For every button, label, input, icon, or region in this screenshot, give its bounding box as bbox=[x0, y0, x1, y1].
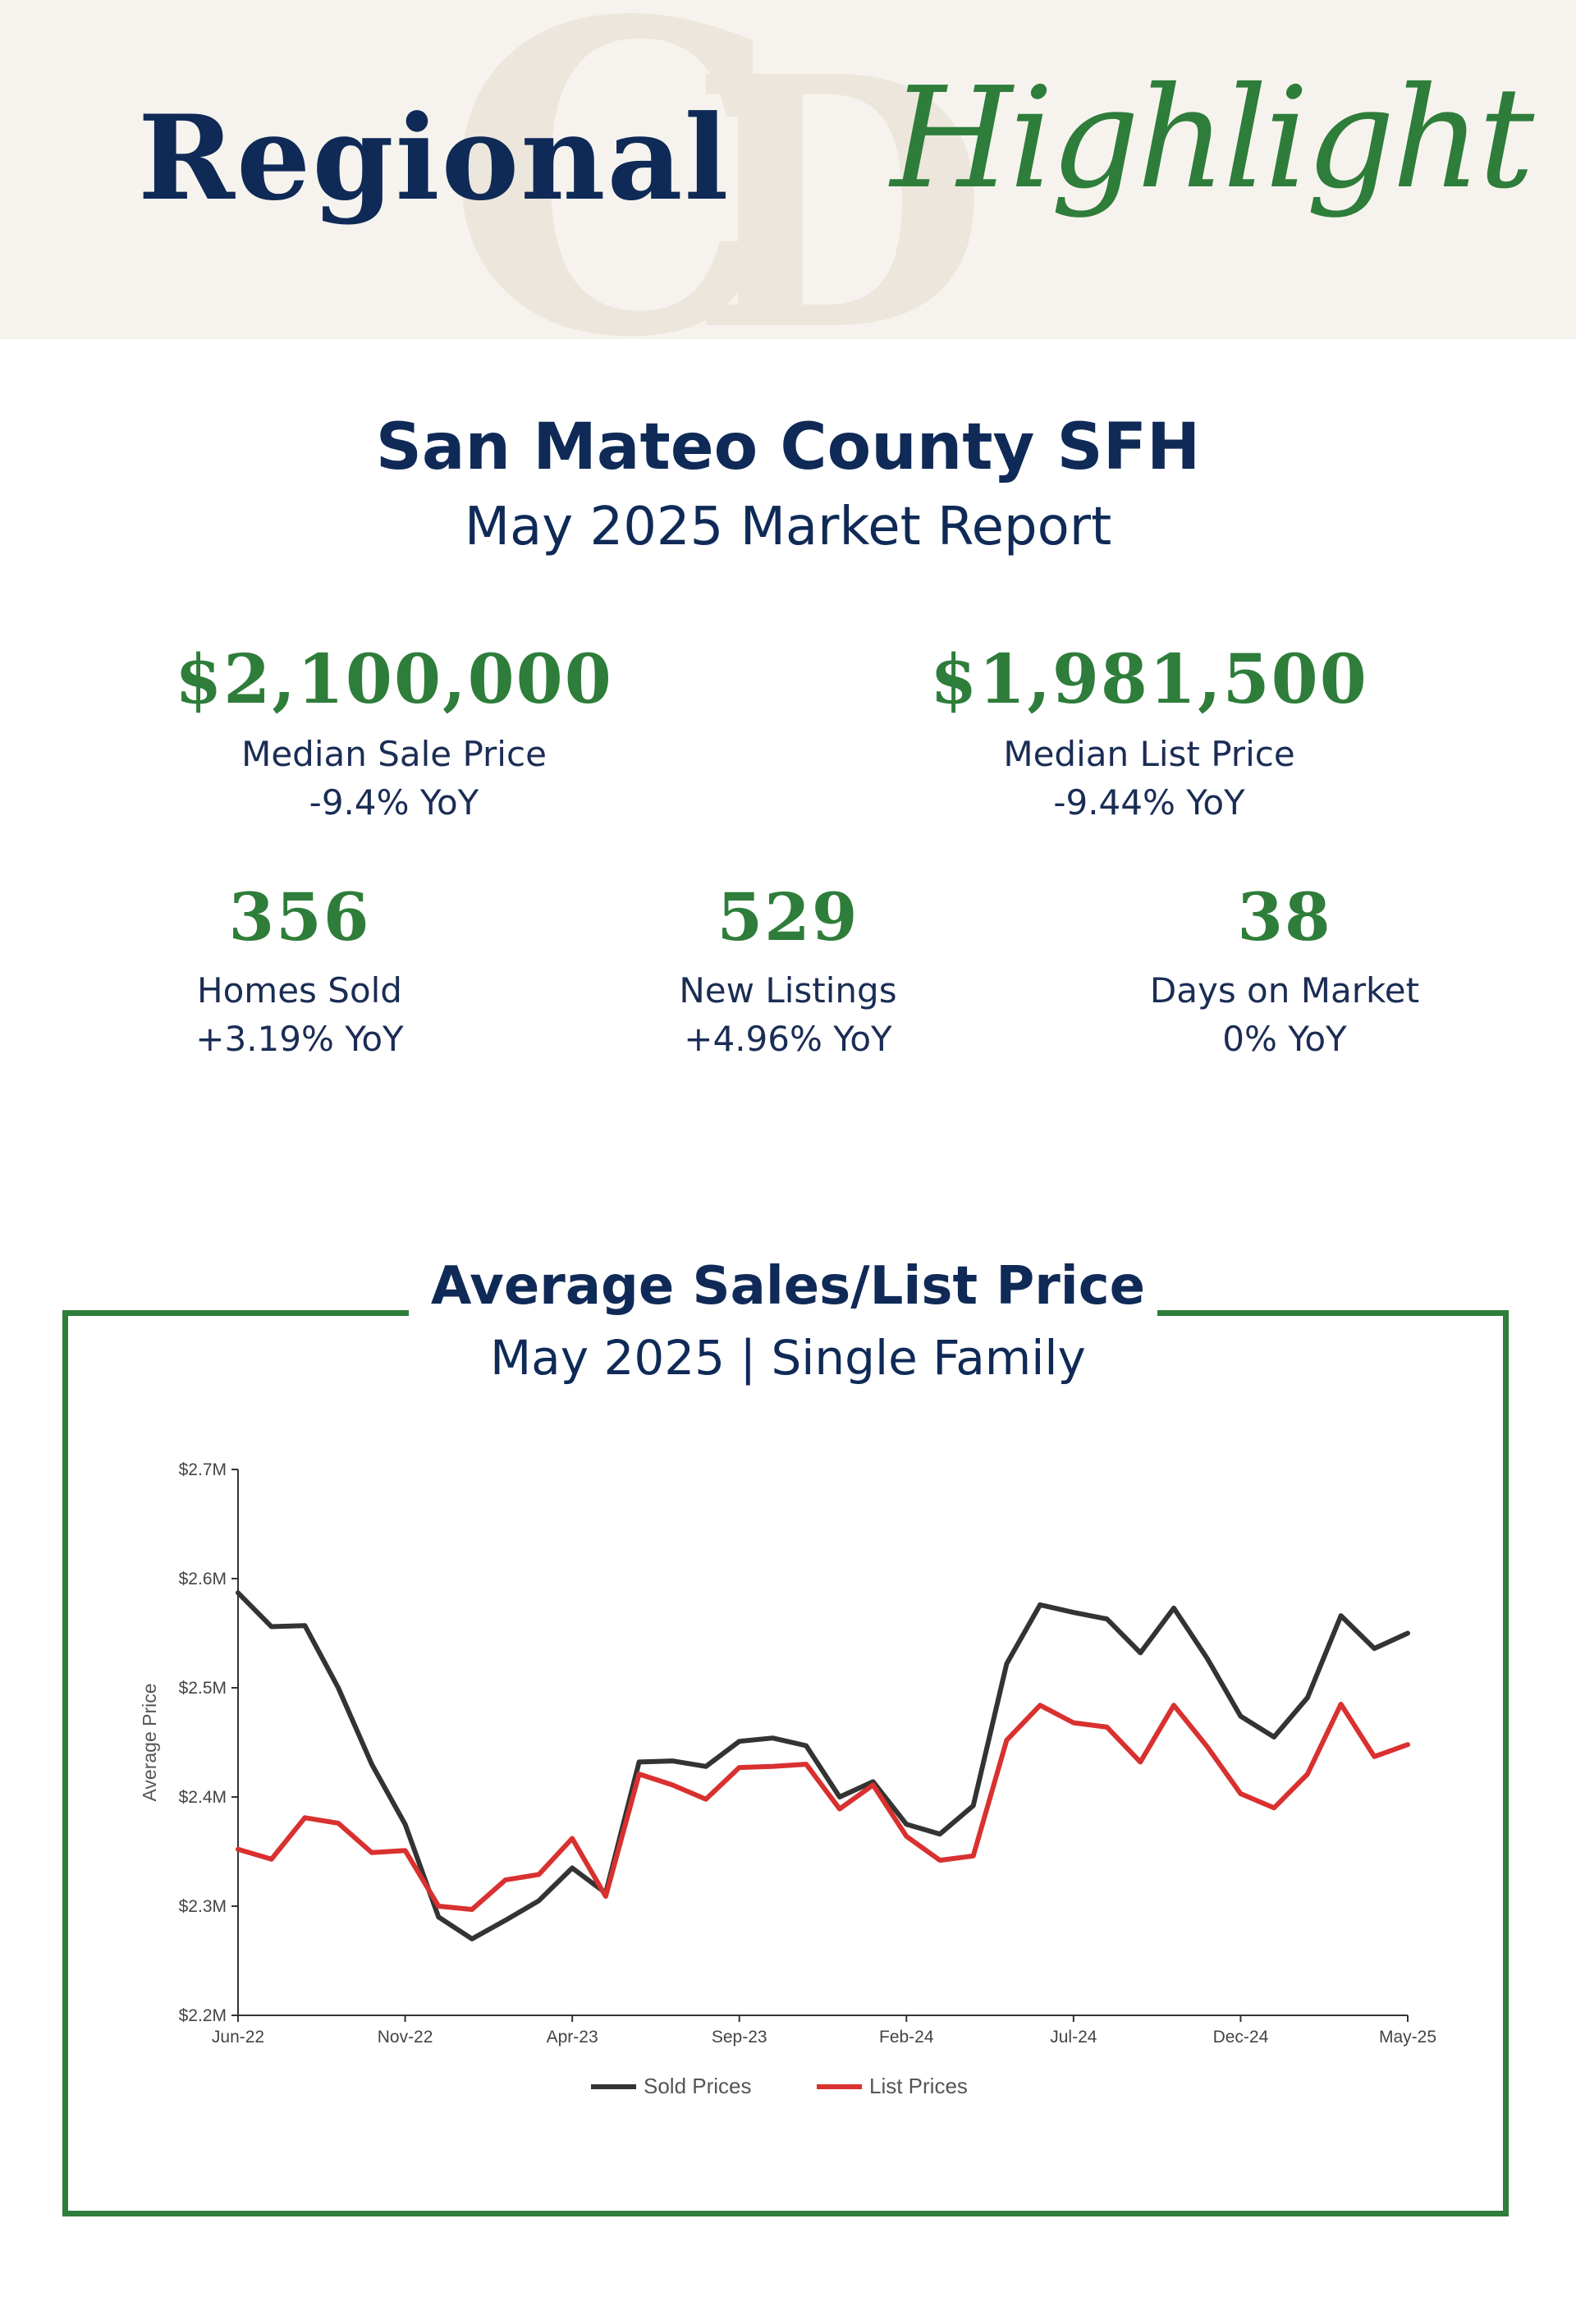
stat-yoy: -9.44% YoY bbox=[1053, 782, 1245, 823]
title-regional: Regional bbox=[138, 90, 731, 227]
stat-label: Median List Price bbox=[1003, 734, 1295, 774]
stat-label: New Listings bbox=[679, 970, 897, 1011]
title-highlight: Highlight bbox=[891, 57, 1534, 220]
stat-value: 529 bbox=[717, 878, 859, 956]
x-tick-label: Nov-22 bbox=[378, 2028, 433, 2047]
page-title: San Mateo County SFH bbox=[375, 410, 1201, 484]
page-subtitle: May 2025 Market Report bbox=[464, 497, 1112, 557]
watermark-monogram-d: D bbox=[690, 2, 989, 340]
y-tick-label: $2.7M bbox=[179, 1460, 227, 1479]
stat-yoy: -9.4% YoY bbox=[309, 782, 479, 823]
x-tick-label: Sep-23 bbox=[712, 2028, 767, 2047]
stat-median-list: $1,981,500 Median List Price -9.44% YoY bbox=[870, 640, 1428, 823]
stat-yoy: +3.19% YoY bbox=[195, 1019, 404, 1059]
series-line-sold-prices bbox=[236, 1590, 1410, 1941]
watermark-monogram-c: C bbox=[443, 0, 783, 339]
x-tick-label: Jun-22 bbox=[212, 2028, 264, 2047]
y-tick-label: $2.3M bbox=[179, 1897, 227, 1916]
price-line-chart: $2.2M $2.3M $2.4M $2.5M $2.6M $2.7M Average Pr… bbox=[139, 1460, 1436, 2098]
legend-label: Sold Prices bbox=[644, 2074, 752, 2098]
y-axis-title: Average Price bbox=[139, 1683, 160, 1801]
stat-label: Median Sale Price bbox=[241, 734, 547, 774]
y-tick-label: $2.6M bbox=[179, 1570, 227, 1588]
stat-homes-sold: 356 Homes Sold +3.19% YoY bbox=[140, 878, 460, 1059]
x-tick-label: Dec-24 bbox=[1213, 2028, 1269, 2047]
stat-label: Homes Sold bbox=[197, 970, 402, 1011]
chart-subtitle: May 2025 | Single Family bbox=[490, 1330, 1086, 1386]
y-tick-label: $2.4M bbox=[179, 1788, 227, 1807]
stat-new-listings: 529 New Listings +4.96% YoY bbox=[628, 878, 948, 1059]
chart-frame-title-gap bbox=[409, 1304, 1157, 1322]
x-tick-label: Feb-24 bbox=[879, 2028, 934, 2047]
stat-median-sale: $2,100,000 Median Sale Price -9.4% YoY bbox=[115, 640, 673, 823]
x-tick-label: May-25 bbox=[1379, 2028, 1436, 2047]
stat-value: $1,981,500 bbox=[930, 640, 1368, 719]
stat-days-on-market: 38 Days on Market 0% YoY bbox=[1116, 878, 1453, 1059]
stat-value: 356 bbox=[228, 878, 371, 956]
x-tick-label: Jul-24 bbox=[1050, 2028, 1097, 2047]
legend-label: List Prices bbox=[869, 2074, 968, 2098]
chart-title: Average Sales/List Price bbox=[430, 1256, 1146, 1317]
stat-yoy: 0% YoY bbox=[1222, 1019, 1347, 1059]
series-line-list-prices bbox=[236, 1702, 1410, 1912]
header-banner: C D Regional Highlight bbox=[0, 0, 1576, 339]
stat-value: $2,100,000 bbox=[175, 640, 613, 719]
y-tick-label: $2.2M bbox=[179, 2006, 227, 2025]
stat-label: Days on Market bbox=[1149, 970, 1420, 1011]
stat-yoy: +4.96% YoY bbox=[684, 1019, 892, 1059]
stat-value: 38 bbox=[1237, 878, 1332, 956]
y-tick-label: $2.5M bbox=[179, 1679, 227, 1698]
x-tick-label: Apr-23 bbox=[547, 2028, 598, 2047]
